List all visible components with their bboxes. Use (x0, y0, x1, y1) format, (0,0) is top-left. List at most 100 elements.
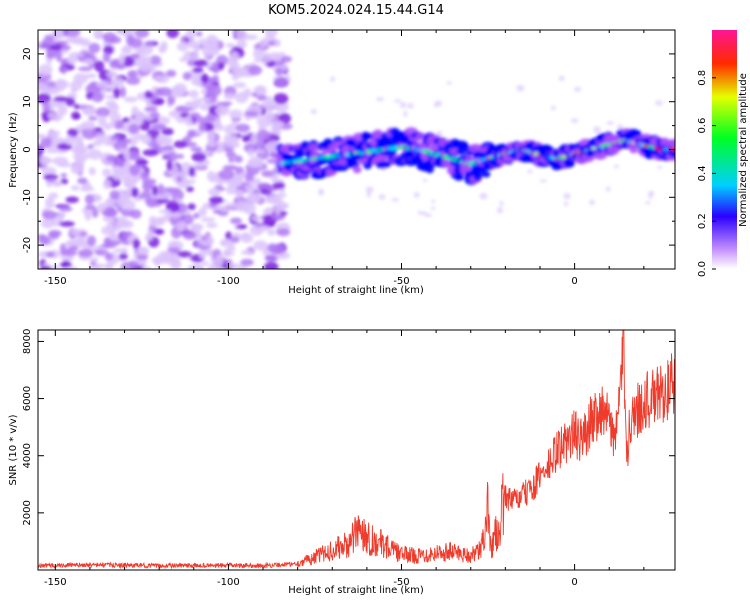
spectrogram-noise-blob (127, 261, 139, 269)
spectrogram-noise-blob (205, 84, 222, 97)
spectrogram-noise-blob (263, 261, 279, 269)
spectrogram-noise-blob (185, 114, 193, 127)
spectrogram-noise-blob (270, 243, 286, 255)
spectrogram-noise-blob (69, 80, 83, 91)
spectrogram-noise-blob (243, 88, 252, 98)
spectrogram-noise-blob (165, 201, 180, 213)
spectrogram-noise-blob (131, 187, 139, 198)
spectrogram-noise-blob (106, 71, 118, 78)
spectrogram-noise-blob (175, 221, 187, 232)
spectrogram-noise-blob (162, 145, 175, 151)
spectrogram-noise-blob (413, 192, 420, 198)
spectrogram-noise-blob (393, 99, 402, 103)
spectrogram-noise-blob (222, 250, 235, 256)
spectrogram-noise-blob (102, 179, 112, 190)
spectrogram-noise-blob (120, 30, 136, 37)
colorbar-tick-label: 0.0 (697, 261, 708, 277)
spectrogram-noise-blob (271, 214, 286, 220)
spectrogram-noise-blob (330, 76, 335, 82)
spectrogram-noise-blob (589, 199, 595, 206)
spectrogram-noise-blob (144, 106, 158, 112)
spectrogram-noise-blob (378, 194, 386, 200)
spectrogram-noise-blob (182, 71, 192, 81)
spectrogram-noise-blob (66, 239, 77, 246)
spectrogram-noise-blob (234, 155, 243, 163)
spectrogram-noise-blob (120, 208, 135, 217)
spectrogram-noise-blob (206, 116, 216, 123)
spectrogram-noise-blob (220, 206, 229, 212)
spectrogram-noise-blob (366, 190, 372, 198)
spectrogram-noise-blob (236, 189, 243, 199)
spectrogram-noise-blob (106, 220, 122, 232)
spectrogram-noise-blob (230, 236, 240, 243)
spectrogram-noise-blob (97, 115, 107, 127)
spectrogram-noise-blob (40, 137, 53, 148)
spectrogram-noise-blob (47, 112, 58, 119)
colorbar-tick-label: 0.2 (697, 213, 708, 229)
spectrogram-noise-blob (118, 253, 128, 260)
spectrogram-noise-blob (226, 202, 237, 208)
spectrogram-signal-blob (381, 161, 391, 168)
spectrogram-noise-blob (265, 207, 274, 214)
spectrogram-noise-blob (224, 124, 236, 135)
spectrogram-noise-blob (154, 228, 165, 236)
spectrogram-noise-blob (173, 171, 189, 178)
spectrogram-noise-blob (113, 140, 128, 152)
spectrogram-noise-blob (198, 97, 212, 103)
spectrogram-noise-blob (104, 198, 119, 204)
spectrogram-noise-blob (208, 187, 221, 197)
snr-y-tick-label: 6000 (22, 386, 33, 411)
spectrogram-signal-blob (669, 139, 675, 149)
spectrogram-noise-blob (274, 39, 281, 47)
spectrogram-noise-blob (225, 141, 241, 149)
spectrogram-noise-blob (235, 200, 251, 212)
spectrogram-noise-blob (250, 132, 258, 145)
spectrogram-noise-blob (125, 34, 135, 46)
spectrogram-noise-blob (48, 192, 59, 199)
spectrogram-noise-blob (365, 186, 374, 193)
spectrogram-noise-blob (130, 150, 138, 158)
spectrogram-noise-blob (113, 120, 125, 130)
spectrogram-noise-blob (539, 179, 548, 183)
spectrogram-noise-blob (141, 178, 157, 185)
spectrogram-noise-blob (58, 206, 73, 212)
snr-x-tick-label: 0 (571, 577, 577, 588)
spectrogram-noise-blob (606, 121, 614, 125)
spectrogram-noise-blob (88, 42, 101, 54)
spectrogram-noise-blob (127, 70, 138, 79)
spectrogram-noise-blob (65, 36, 79, 43)
spectrogram-noise-blob (110, 135, 120, 141)
spectrogram-noise-blob (173, 140, 188, 149)
spectrogram-noise-blob (192, 67, 204, 74)
spectrogram-noise-blob (73, 151, 90, 162)
spectrogram-noise-blob (154, 255, 161, 268)
spectrogram-noise-blob (60, 178, 69, 185)
spectrogram-noise-blob (188, 89, 199, 99)
spectrogram-noise-blob (182, 214, 194, 225)
spectrogram-noise-blob (137, 246, 150, 256)
spectrogram-noise-blob (253, 86, 266, 93)
spectrogram-noise-blob (46, 51, 57, 59)
spectrogram-noise-blob (94, 60, 105, 72)
spectrogram-noise-blob (161, 127, 174, 136)
spectrogram-noise-blob (153, 75, 166, 81)
spectrogram-noise-blob (237, 224, 248, 229)
spectrogram-noise-blob (143, 40, 154, 47)
spectrogram-noise-blob (53, 96, 70, 102)
spectrogram-noise-blob (264, 196, 280, 204)
spectrogram-noise-blob (176, 42, 189, 52)
spectrogram-noise-blob (433, 102, 440, 108)
spectrogram-noise-blob (157, 87, 172, 97)
spectrogram-noise-blob (57, 104, 68, 117)
colorbar-tick-label: 0.4 (697, 165, 708, 181)
spectrogram-noise-blob (129, 53, 140, 60)
spectrogram-noise-blob (232, 82, 247, 89)
spectrogram-noise-blob (187, 265, 198, 269)
spectrogram-noise-blob (273, 93, 289, 105)
spectrogram-noise-blob (104, 252, 114, 261)
spectrogram-noise-blob (218, 169, 235, 180)
spectrogram-noise-blob (225, 151, 237, 159)
spectrogram-noise-blob (140, 171, 150, 180)
colorbar: 0.0 0.2 0.4 0.6 0.8 Normalized spectral ampl… (697, 30, 749, 277)
